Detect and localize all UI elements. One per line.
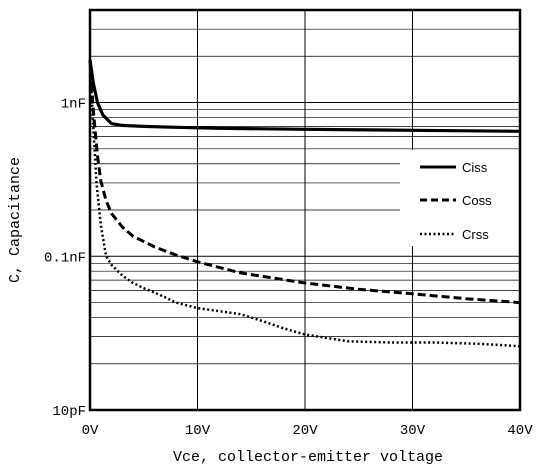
x-tick-label: 20V [292, 423, 318, 439]
y-tick-label: 0.1nF [44, 250, 86, 266]
series-line-ciss [88, 59, 521, 133]
series-line-coss [88, 59, 521, 305]
plot-frame [88, 8, 522, 412]
x-tick-label: 40V [507, 423, 533, 439]
legend: Ciss Coss Crss [400, 150, 519, 246]
legend-label-ciss: Ciss [462, 160, 488, 175]
y-tick-label: 1nF [61, 97, 86, 113]
x-tick-label: 10V [185, 423, 211, 439]
x-tick-label: 0V [82, 423, 99, 439]
y-axis-title: C, Capacitance [7, 157, 24, 283]
legend-box [400, 150, 519, 246]
tick-labels: 0V 10V 20V 30V 40V 10pF 0.1nF 1nF [44, 97, 533, 439]
y-tick-label: 10pF [52, 404, 86, 420]
series-line-crss [88, 59, 521, 348]
series-layer [88, 59, 521, 348]
x-axis-title: Vce, collector-emitter voltage [173, 449, 443, 466]
x-tick-label: 30V [400, 423, 426, 439]
legend-label-crss: Crss [462, 227, 489, 242]
legend-label-coss: Coss [462, 193, 492, 208]
